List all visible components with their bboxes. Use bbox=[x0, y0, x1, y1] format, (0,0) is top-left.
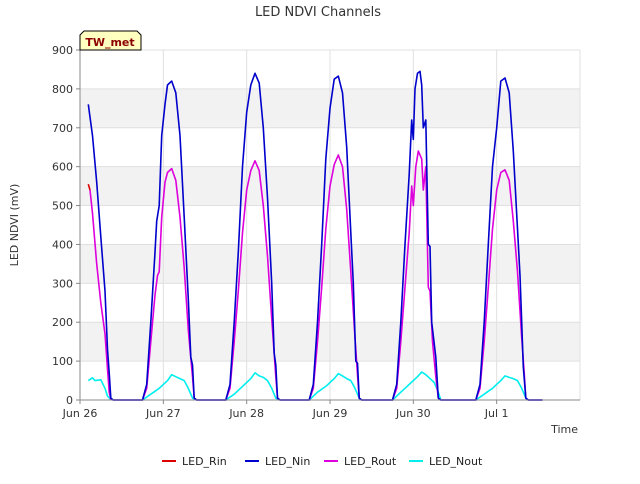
y-tick-label: 0 bbox=[66, 394, 73, 407]
x-tick-label: Jun 29 bbox=[312, 407, 348, 420]
x-tick-label: Jun 27 bbox=[145, 407, 181, 420]
y-tick-label: 200 bbox=[52, 316, 73, 329]
x-tick-label: Jun 30 bbox=[395, 407, 431, 420]
y-tick-label: 700 bbox=[52, 122, 73, 135]
y-tick-label: 400 bbox=[52, 238, 73, 251]
legend-label: LED_Rin bbox=[182, 455, 227, 468]
x-axis-label: Time bbox=[550, 423, 578, 436]
legend-label: LED_Nin bbox=[265, 455, 310, 468]
legend: LED_Rin LED_Nin LED_Rout LED_Nout bbox=[162, 455, 483, 468]
legend-label: LED_Rout bbox=[344, 455, 397, 468]
legend-item: LED_Rin bbox=[162, 455, 227, 468]
y-tick-label: 800 bbox=[52, 83, 73, 96]
y-tick-label: 500 bbox=[52, 200, 73, 213]
x-tick-label: Jun 26 bbox=[62, 407, 98, 420]
legend-item: LED_Nin bbox=[245, 455, 310, 468]
x-tick-label: Jun 28 bbox=[228, 407, 264, 420]
series-line-led-rin bbox=[87, 183, 91, 191]
y-tick-label: 100 bbox=[52, 355, 73, 368]
series-line-led-nin bbox=[87, 70, 543, 401]
legend-item: LED_Nout bbox=[409, 455, 483, 468]
legend-label: LED_Nout bbox=[429, 455, 483, 468]
site-tag-box bbox=[79, 30, 142, 51]
axes: 0 100 200 300 400 500 600 700 800 900 Jun 26 Jun 27… bbox=[52, 44, 580, 420]
series-line-led-nout bbox=[87, 371, 543, 401]
legend-item: LED_Rout bbox=[324, 455, 397, 468]
x-tick-label: Jul 1 bbox=[484, 407, 509, 420]
chart-title: LED NDVI Channels bbox=[255, 5, 381, 20]
y-tick-label: 900 bbox=[52, 44, 73, 57]
site-tag: TW_met bbox=[79, 30, 142, 51]
site-tag-label: TW_met bbox=[85, 36, 134, 49]
y-tick-label: 300 bbox=[52, 277, 73, 290]
series-layer bbox=[87, 70, 543, 401]
y-axis-label: LED NDVI (mV) bbox=[8, 184, 21, 267]
y-tick-label: 600 bbox=[52, 161, 73, 174]
